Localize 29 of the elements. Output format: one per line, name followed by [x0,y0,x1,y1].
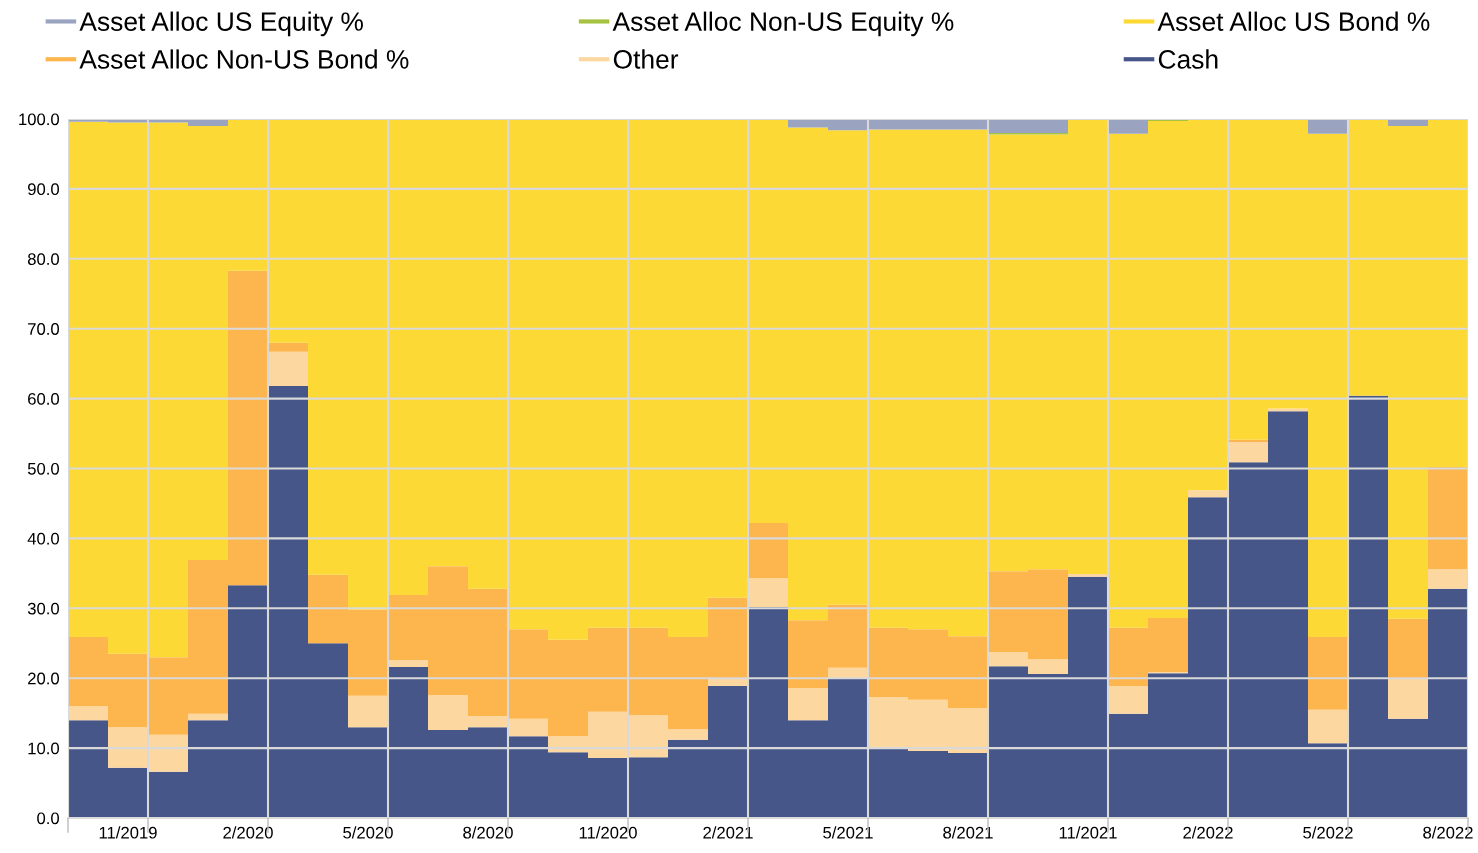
x-tick-label: 5/2022 [1303,826,1353,839]
y-tick-label: 60.0 [28,393,60,405]
x-tick-label: 8/2022 [1423,826,1473,839]
y-tick-label: 10.0 [28,742,60,755]
x-tick-label: 2/2021 [703,826,753,839]
y-tick-label: 40.0 [27,532,60,545]
legend-label: Cash [1158,49,1218,69]
y-tick-label: 20.0 [28,672,60,685]
x-tick-label: 11/2021 [1059,826,1117,839]
legend-label: Asset Alloc US Bond % [1157,11,1430,31]
y-tick-label: 80.0 [27,253,60,265]
x-tick-label: 2/2020 [223,826,273,839]
x-tick-label: 8/2021 [943,826,993,839]
x-tick-label: 11/2019 [99,826,157,839]
y-tick-label: 70.0 [28,323,60,335]
x-tick-label: 2/2022 [1183,826,1233,839]
legend-label: Asset Alloc US Equity % [79,11,363,37]
x-tick-label: 5/2020 [343,826,393,839]
x-tick-label: 5/2021 [823,826,873,839]
y-tick-label: 0.0 [37,812,60,825]
y-tick-label: 50.0 [27,462,60,475]
legend-label: Other [613,49,679,69]
y-tick-label: 90.0 [28,183,60,196]
x-tick-label: 8/2020 [463,826,513,839]
y-tick-label: 30.0 [27,602,60,615]
legend-label: Asset Alloc Non-US Bond % [79,49,409,69]
y-tick-label: 100.0 [19,113,60,126]
x-tick-label: 11/2020 [579,826,637,839]
legend-label: Asset Alloc Non-US Equity % [612,11,954,37]
